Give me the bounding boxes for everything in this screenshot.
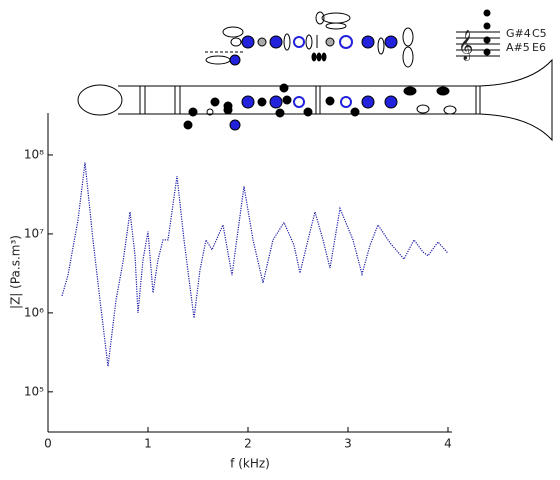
- y-tick-label: 10⁵: [24, 384, 44, 398]
- note: A#5: [506, 41, 530, 54]
- x-tick-label: 1: [144, 437, 152, 451]
- x-axis-label: f (kHz): [230, 457, 270, 471]
- y-axis-label: |Z| (Pa.s.m³): [9, 235, 23, 309]
- staff: 𝄞: [456, 9, 500, 62]
- x-tick-label: 3: [344, 437, 352, 451]
- y-tick-label: 10⁶: [24, 305, 44, 319]
- clarinet: [77, 58, 553, 142]
- y-tick-label: 10⁸: [24, 147, 44, 161]
- note: C5: [532, 27, 547, 40]
- impedance-curve: [61, 162, 449, 367]
- fingering-diagram: 𝄞: [77, 9, 553, 142]
- y-tick-label: 10⁷: [24, 226, 44, 240]
- note: G#4: [506, 27, 531, 40]
- x-tick-label: 0: [44, 437, 52, 451]
- svg-text:𝄞: 𝄞: [458, 30, 473, 62]
- x-tick-label: 4: [444, 437, 452, 451]
- note: E6: [532, 41, 546, 54]
- x-tick-label: 2: [244, 437, 252, 451]
